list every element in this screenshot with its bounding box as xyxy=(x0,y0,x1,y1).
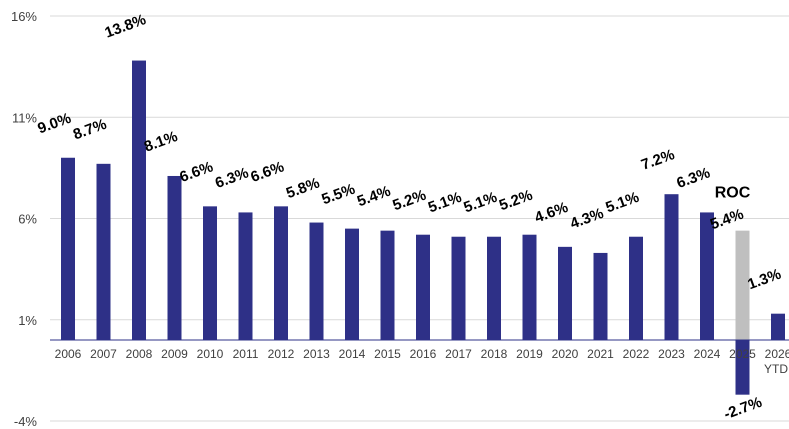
y-tick-label: 6% xyxy=(18,212,37,227)
bar-2007 xyxy=(96,163,111,340)
y-axis-ticks: -4% 1% 6% 11% 16% xyxy=(11,9,37,429)
bar-2022 xyxy=(629,236,643,340)
roc-value-label: 5.4% xyxy=(708,206,746,234)
bar-2021 xyxy=(593,252,608,340)
data-label: 9.0% xyxy=(35,110,73,138)
data-label: -2.7% xyxy=(722,394,765,423)
data-label: 5.8% xyxy=(284,174,322,202)
roc-series-name: ROC xyxy=(715,185,751,202)
data-label: 8.1% xyxy=(142,128,180,156)
x-category-label: 2024 xyxy=(694,347,721,361)
y-tick-label: 1% xyxy=(18,313,37,328)
bars xyxy=(61,60,785,395)
x-category-label: 2015 xyxy=(374,347,401,361)
x-category-label: 2006 xyxy=(55,347,82,361)
data-label: 6.6% xyxy=(177,158,215,186)
x-category-label: 2009 xyxy=(161,347,188,361)
x-category-label: 2018 xyxy=(481,347,508,361)
data-label: 6.3% xyxy=(674,164,712,192)
bar-2008 xyxy=(132,60,146,341)
data-label: 8.7% xyxy=(71,116,109,144)
x-category-label: 2020 xyxy=(552,347,579,361)
bar-2011 xyxy=(238,212,253,340)
data-label: 4.3% xyxy=(568,205,606,233)
data-label: 1.3% xyxy=(745,266,783,294)
bar-2006 xyxy=(61,157,75,340)
x-category-label: 2013 xyxy=(303,347,330,361)
x-category-label: 2021 xyxy=(587,347,614,361)
y-tick-label: 16% xyxy=(11,9,37,24)
x-category-sublabel: YTD xyxy=(764,362,788,376)
bar-2020 xyxy=(558,246,572,340)
bar-2014 xyxy=(345,228,359,340)
x-category-label: 2019 xyxy=(516,347,543,361)
x-category-label: 2026 xyxy=(765,347,789,361)
data-label: 7.2% xyxy=(639,146,677,174)
data-label: 5.1% xyxy=(603,189,641,217)
x-category-label: 2017 xyxy=(445,347,472,361)
x-category-label: 2008 xyxy=(126,347,153,361)
x-category-label: 2011 xyxy=(233,347,259,361)
bar-2019 xyxy=(522,234,537,340)
data-label: 5.5% xyxy=(319,181,357,209)
bar-2012 xyxy=(274,206,288,340)
data-label: 5.2% xyxy=(497,187,535,215)
y-tick-label: 11% xyxy=(12,110,37,125)
roc-bar xyxy=(735,230,750,340)
bar-2023 xyxy=(664,194,679,340)
data-label: 5.2% xyxy=(390,187,428,215)
data-label: 5.1% xyxy=(426,189,464,217)
x-category-label: 2014 xyxy=(339,347,366,361)
bar-2025 xyxy=(735,340,750,395)
bar-2009 xyxy=(167,175,182,340)
x-category-label: 2010 xyxy=(197,347,224,361)
data-label: 5.4% xyxy=(355,183,393,211)
bar-2026 xyxy=(771,313,785,340)
bar-2024 xyxy=(700,212,714,340)
x-category-label: 2023 xyxy=(658,347,685,361)
bar-2013 xyxy=(309,222,324,340)
y-tick-label: -4% xyxy=(14,414,38,429)
bar-2017 xyxy=(451,236,466,340)
bar-2016 xyxy=(416,234,430,340)
x-category-label: 2007 xyxy=(90,347,117,361)
bar-2015 xyxy=(380,230,395,340)
x-axis-categories: 2006 2007 2008 2009 2010 2011 2012 2013 2014 2015… xyxy=(55,347,789,376)
data-label: 6.3% xyxy=(213,164,251,192)
bar-2018 xyxy=(487,236,501,340)
x-category-label: 2022 xyxy=(623,347,650,361)
x-category-label: 2012 xyxy=(268,347,295,361)
data-label: 4.6% xyxy=(532,199,570,227)
data-label: 5.1% xyxy=(461,189,499,217)
data-label: 6.6% xyxy=(248,158,286,186)
bar-2010 xyxy=(203,206,217,340)
x-category-label: 2025 xyxy=(729,347,756,361)
x-category-label: 2016 xyxy=(410,347,437,361)
